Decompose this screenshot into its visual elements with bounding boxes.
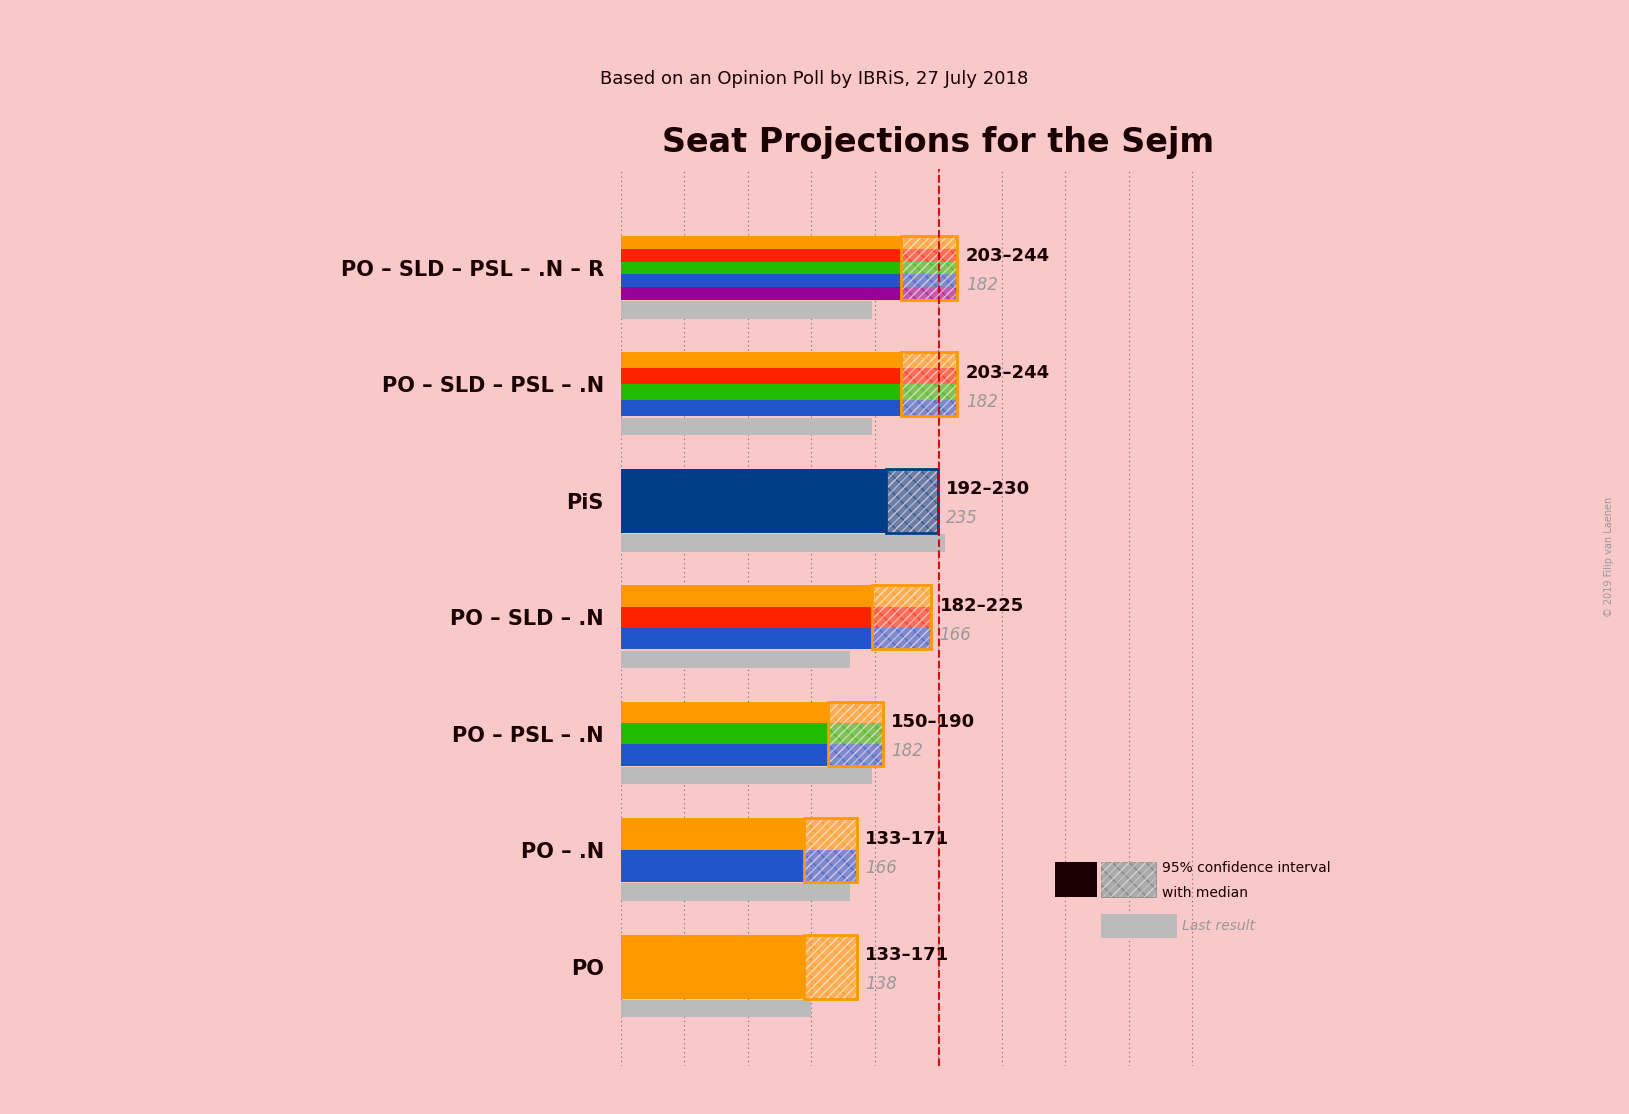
Bar (872, 607, 932, 628)
Text: 95% confidence interval: 95% confidence interval (1161, 861, 1331, 874)
Bar (886, 469, 938, 532)
Bar (621, 248, 901, 262)
Bar (901, 352, 958, 417)
Bar (901, 384, 958, 400)
Text: © 2019 Filip van Laenen: © 2019 Filip van Laenen (1605, 497, 1614, 617)
Bar (828, 744, 883, 765)
Bar (886, 469, 938, 532)
Text: 182: 182 (966, 393, 997, 411)
Bar (901, 262, 958, 274)
Bar (621, 369, 901, 384)
Text: 182: 182 (966, 276, 997, 294)
Bar (621, 236, 901, 248)
Bar (621, 400, 901, 417)
Text: 150–190: 150–190 (891, 713, 976, 731)
Bar (828, 702, 883, 723)
Bar (901, 262, 958, 274)
Bar (901, 384, 958, 400)
Bar (828, 723, 883, 744)
Title: Seat Projections for the Sejm: Seat Projections for the Sejm (661, 126, 1214, 159)
Bar (901, 248, 958, 262)
Bar (828, 702, 883, 765)
Bar (805, 935, 857, 998)
Bar (1056, 862, 1096, 897)
Text: with median: with median (1161, 887, 1248, 900)
Text: 138: 138 (865, 975, 898, 993)
Bar (901, 274, 958, 287)
Bar (901, 248, 958, 262)
Bar (621, 999, 811, 1017)
Bar (872, 628, 932, 649)
Bar (1101, 862, 1157, 897)
Bar (901, 287, 958, 300)
Text: Based on an Opinion Poll by IBRiS, 27 July 2018: Based on an Opinion Poll by IBRiS, 27 Ju… (601, 69, 1028, 88)
Bar (901, 236, 958, 248)
Bar (872, 628, 932, 649)
Bar (621, 935, 805, 998)
Text: 182–225: 182–225 (940, 597, 1023, 615)
Bar (621, 418, 872, 436)
Bar (621, 850, 805, 882)
Text: 166: 166 (865, 859, 898, 877)
Bar (901, 352, 958, 369)
Bar (621, 469, 886, 532)
Bar (901, 352, 958, 369)
Text: Last result: Last result (1183, 919, 1256, 932)
Bar (901, 287, 958, 300)
Bar (901, 400, 958, 417)
Bar (621, 702, 828, 723)
Bar (621, 301, 872, 319)
Bar (872, 585, 932, 607)
Bar (805, 818, 857, 850)
Text: 182: 182 (891, 742, 924, 760)
Bar (828, 702, 883, 723)
Bar (805, 818, 857, 850)
Bar (872, 585, 932, 649)
Text: 192–230: 192–230 (946, 480, 1031, 498)
Bar (621, 262, 901, 274)
Bar (872, 585, 932, 607)
Bar (621, 352, 901, 369)
Text: 166: 166 (940, 626, 971, 644)
Text: 133–171: 133–171 (865, 830, 950, 848)
Bar (828, 723, 883, 744)
Bar (805, 850, 857, 882)
Bar (621, 766, 872, 784)
Bar (621, 723, 828, 744)
Bar (621, 628, 872, 649)
Text: 133–171: 133–171 (865, 946, 950, 964)
Bar (621, 534, 945, 551)
Text: 203–244: 203–244 (966, 364, 1049, 382)
Bar (872, 607, 932, 628)
Bar (805, 818, 857, 882)
Bar (621, 384, 901, 400)
Bar (1101, 862, 1157, 897)
Bar (621, 274, 901, 287)
Bar (805, 935, 857, 998)
Bar (901, 274, 958, 287)
Bar (805, 935, 857, 998)
Bar (1101, 915, 1176, 938)
Bar (901, 236, 958, 300)
Bar (621, 287, 901, 300)
Bar (621, 744, 828, 765)
Bar (621, 585, 872, 607)
Bar (621, 651, 850, 668)
Bar (621, 818, 805, 850)
Bar (901, 369, 958, 384)
Bar (828, 744, 883, 765)
Bar (621, 883, 850, 901)
Text: 203–244: 203–244 (966, 247, 1049, 265)
Bar (901, 369, 958, 384)
Bar (901, 400, 958, 417)
Bar (621, 607, 872, 628)
Bar (886, 469, 938, 532)
Bar (805, 850, 857, 882)
Text: 235: 235 (946, 509, 979, 527)
Bar (901, 236, 958, 248)
